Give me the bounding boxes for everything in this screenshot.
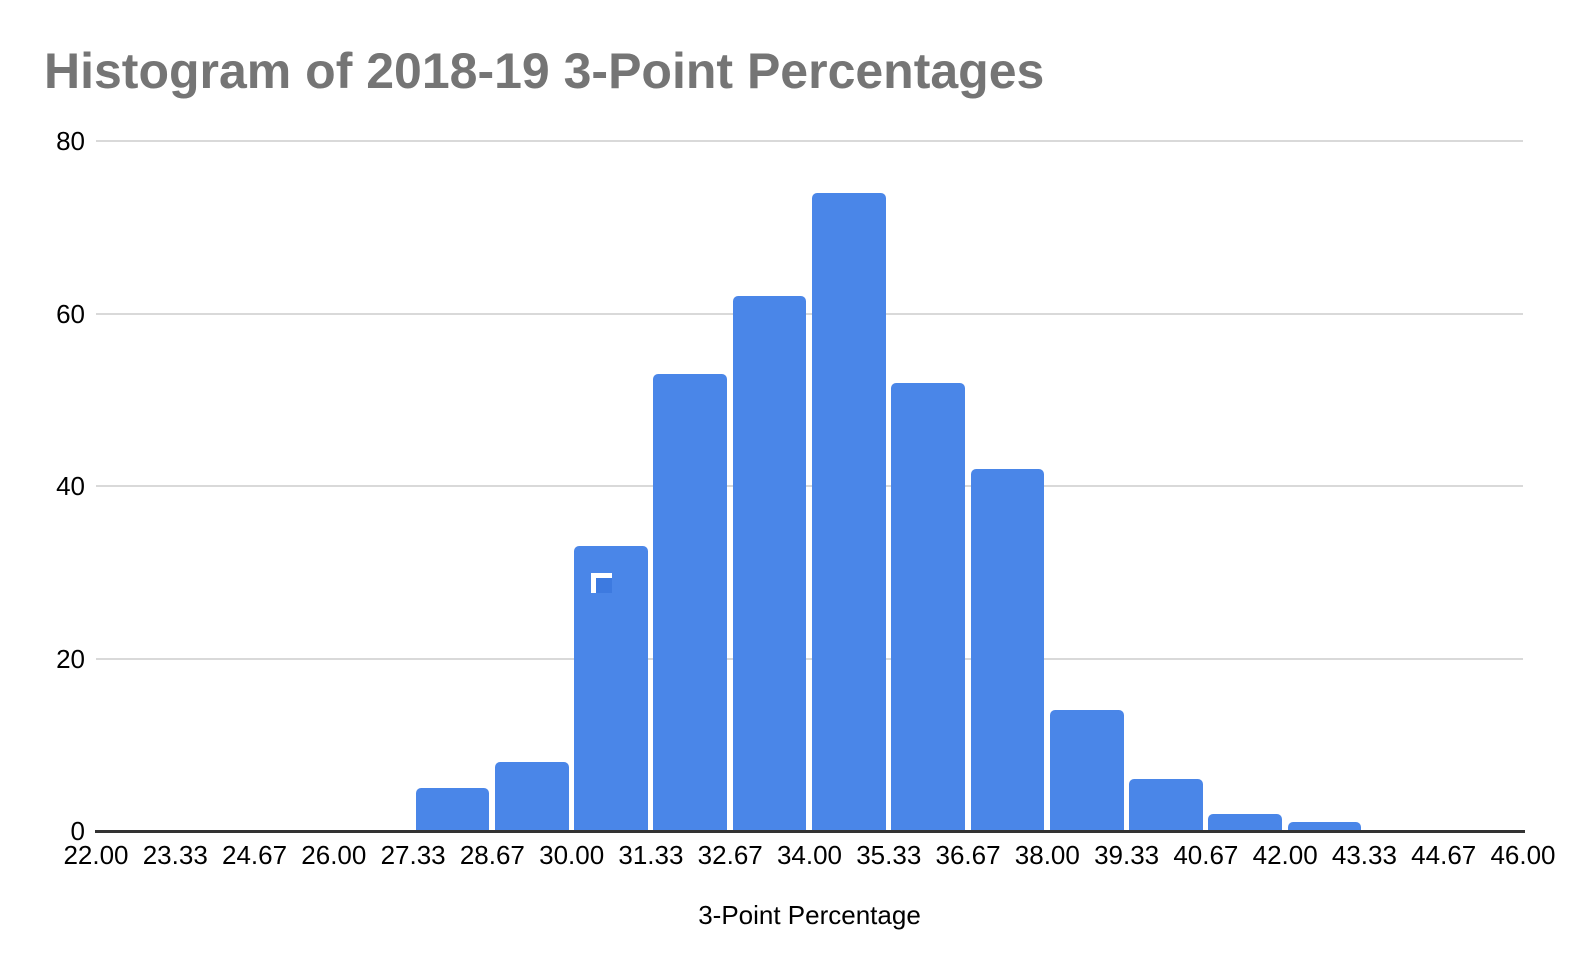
x-axis-tick-label: 30.00	[539, 840, 605, 870]
histogram-bar[interactable]	[732, 296, 807, 831]
x-axis-tick-label: 36.67	[935, 840, 1001, 870]
x-axis-tick-label: 22.00	[63, 840, 129, 870]
y-axis-tick-label: 80	[56, 126, 85, 156]
y-axis-tick-label: 20	[56, 643, 85, 674]
x-axis-tick-label: 38.00	[1014, 840, 1080, 870]
histogram-bar[interactable]	[812, 192, 886, 831]
x-axis-tick-label: 39.33	[1094, 840, 1160, 870]
chart-title: Histogram of 2018-19 3-Point Percentages	[44, 43, 1045, 99]
x-axis-tick-label: 27.33	[380, 840, 446, 870]
histogram-bar[interactable]	[1049, 710, 1124, 831]
gridline	[96, 485, 1523, 487]
x-axis-tick-label: 32.67	[697, 840, 763, 870]
histogram-bar[interactable]	[891, 382, 966, 831]
y-axis-tick-label: 0	[70, 816, 85, 846]
x-axis-tick-label: 43.33	[1331, 840, 1397, 870]
x-axis-tick-label: 23.33	[142, 840, 208, 870]
histogram-bar[interactable]	[415, 787, 490, 831]
x-axis-line	[95, 830, 1525, 833]
histogram-bar[interactable]	[574, 546, 648, 831]
x-axis-tick-label: 35.33	[856, 840, 922, 870]
histogram-bar[interactable]	[1208, 813, 1283, 831]
gridline	[96, 657, 1523, 660]
x-axis-tick-label: 40.67	[1173, 840, 1239, 870]
x-axis-tick-label: 34.00	[776, 840, 843, 870]
y-axis-tick-label: 40	[56, 471, 85, 501]
gridline	[96, 140, 1523, 142]
x-axis-tick-label: 24.67	[222, 840, 288, 870]
histogram-bar[interactable]	[494, 762, 569, 831]
histogram-bar[interactable]	[970, 468, 1045, 831]
x-axis-tick-label: 31.33	[618, 840, 684, 870]
histogram-bar[interactable]	[1287, 822, 1362, 831]
y-axis-tick-label: 60	[56, 298, 85, 329]
histogram-bar[interactable]	[1129, 779, 1203, 831]
x-axis-tick-label: 26.00	[301, 840, 367, 870]
selection-marker-artifact	[591, 573, 612, 593]
x-axis-title: 3-Point Percentage	[698, 900, 921, 930]
x-axis-tick-label: 28.67	[459, 840, 525, 870]
x-axis-tick-label: 46.00	[1490, 840, 1556, 870]
x-axis-tick-label: 42.00	[1252, 840, 1318, 870]
gridline	[96, 312, 1523, 315]
x-axis-tick-label: 44.67	[1411, 840, 1477, 870]
histogram-bar[interactable]	[653, 373, 728, 831]
